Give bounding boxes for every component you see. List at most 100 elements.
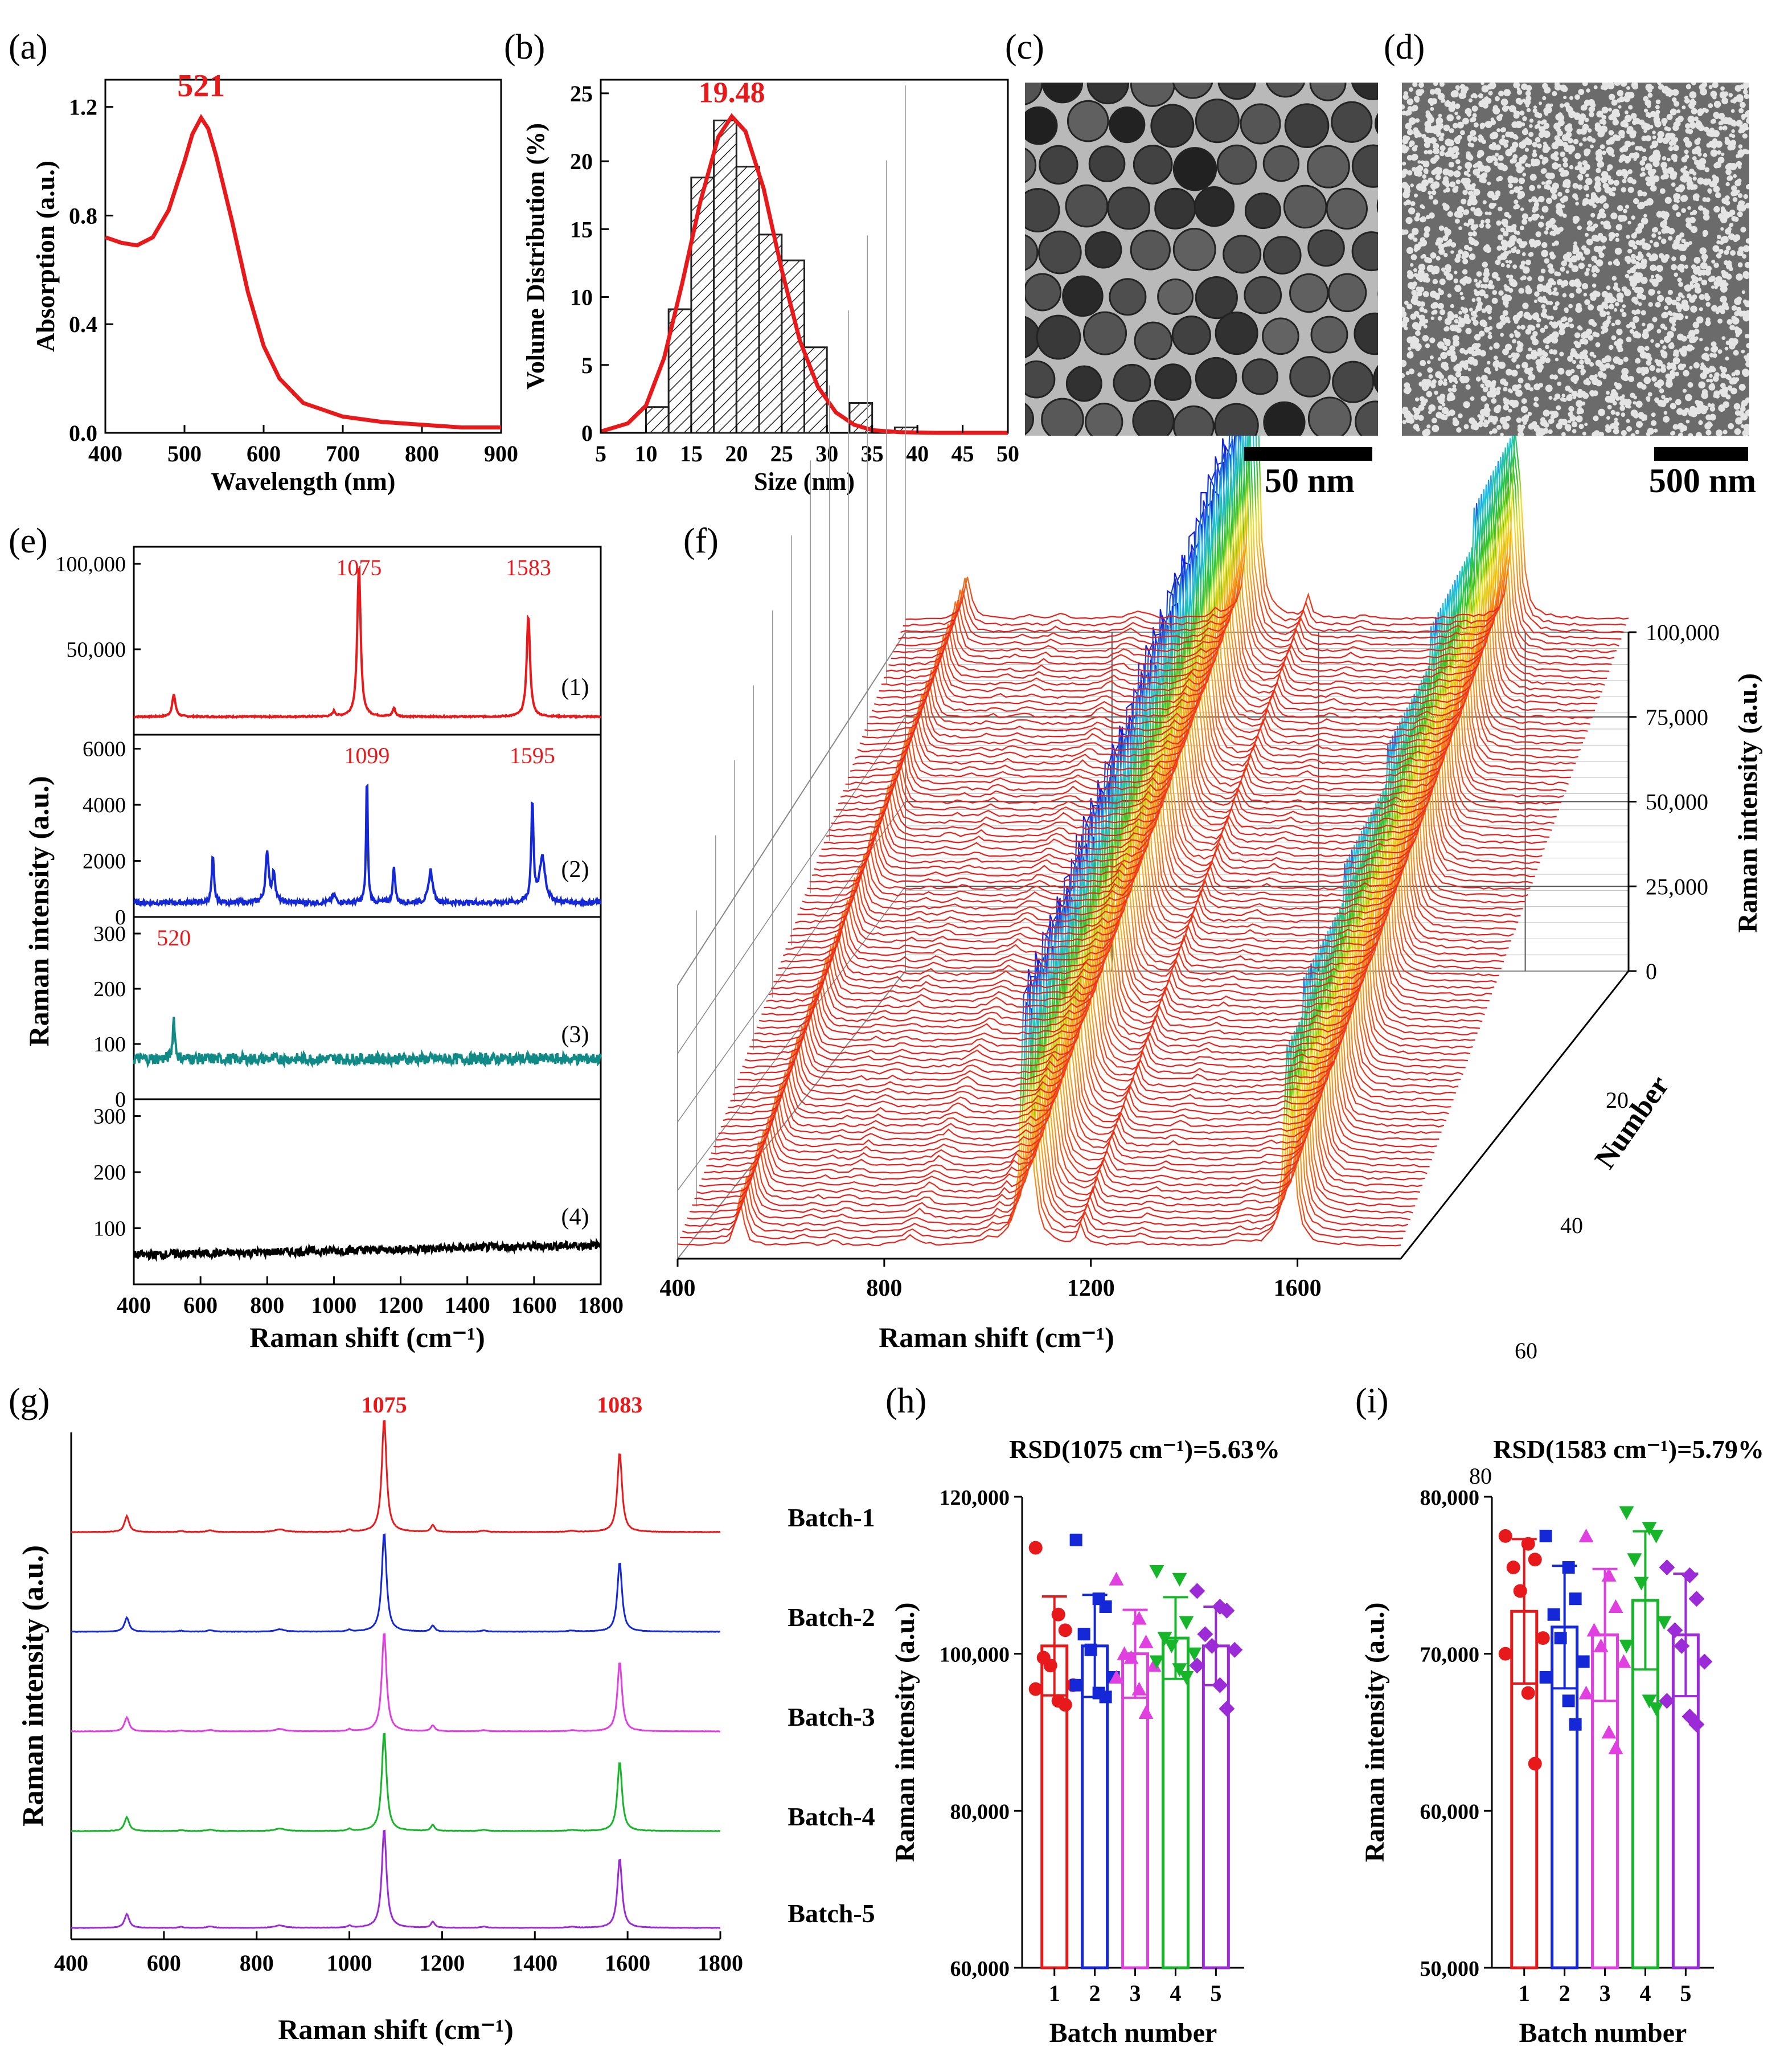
- data-point: [1189, 1583, 1205, 1599]
- sem-particle: [1606, 224, 1611, 230]
- sem-particle: [1541, 160, 1547, 165]
- sem-particle: [1700, 262, 1708, 270]
- sem-particle: [1537, 120, 1541, 125]
- sem-particle: [1684, 284, 1692, 292]
- sem-particle: [1629, 275, 1636, 282]
- floor-edge-f: [1400, 971, 1630, 1259]
- nanoparticle: [1351, 231, 1378, 272]
- waterfall-spectrum: [720, 886, 1445, 1128]
- sem-particle: [1717, 150, 1721, 155]
- sem-particle: [1681, 208, 1687, 213]
- sem-particle: [1578, 424, 1584, 429]
- sem-particle: [1706, 142, 1712, 148]
- sem-particle: [1458, 310, 1463, 315]
- sem-particle: [1538, 222, 1544, 228]
- sem-particle: [1451, 376, 1458, 383]
- waterfall-spectrum: [713, 903, 1437, 1148]
- sem-particle: [1641, 261, 1645, 267]
- sem-particle: [1635, 421, 1643, 428]
- sem-particle: [1641, 167, 1646, 172]
- sem-particle: [1672, 204, 1679, 211]
- sem-particle: [1744, 355, 1748, 359]
- sem-particle: [1412, 281, 1417, 286]
- waterfall-spectrum: [852, 509, 1576, 765]
- batch-spectrum: [71, 1829, 721, 1929]
- sem-particle: [1467, 190, 1474, 196]
- sem-particle: [1496, 220, 1502, 226]
- sem-particle: [1592, 378, 1599, 386]
- sem-particle: [1737, 193, 1743, 198]
- sem-particle: [1410, 201, 1416, 206]
- x-tick-label-b: 5: [595, 441, 606, 466]
- sem-particle: [1733, 237, 1738, 243]
- sem-particle: [1637, 345, 1645, 353]
- sem-particle: [1525, 91, 1531, 96]
- sem-particle: [1629, 132, 1637, 138]
- sem-particle: [1576, 400, 1583, 408]
- sem-particle: [1568, 263, 1574, 268]
- sem-particle: [1541, 304, 1546, 309]
- sem-particle: [1418, 286, 1425, 292]
- sem-particle: [1428, 190, 1432, 195]
- sem-particle: [1743, 194, 1748, 199]
- sem-particle: [1714, 372, 1720, 378]
- sem-particle: [1695, 146, 1701, 151]
- sem-particle: [1480, 219, 1485, 224]
- sem-particle: [1697, 159, 1704, 166]
- sem-particle: [1503, 251, 1509, 257]
- sem-particle: [1711, 341, 1717, 347]
- sem-particle: [1731, 316, 1737, 321]
- waterfall-spectrum: [792, 662, 1516, 931]
- sem-particle: [1491, 195, 1496, 201]
- sem-particle: [1720, 285, 1728, 293]
- sem-particle: [1697, 205, 1704, 211]
- sem-particle: [1572, 429, 1577, 433]
- x-tick-label-a: 600: [247, 441, 281, 466]
- x-tick-label-b: 15: [680, 441, 703, 466]
- sem-particle: [1600, 85, 1606, 90]
- sem-particle: [1467, 218, 1475, 226]
- sem-particle: [1721, 152, 1725, 157]
- nanoparticle: [1262, 236, 1302, 275]
- sem-particle: [1572, 182, 1578, 189]
- peak-label-g: 1083: [597, 1392, 642, 1418]
- sem-particle: [1656, 265, 1663, 272]
- sem-particle: [1738, 246, 1744, 252]
- x-tick-label-i: 2: [1559, 1980, 1570, 2006]
- sem-particle: [1402, 161, 1406, 166]
- sem-particle: [1713, 186, 1720, 193]
- panel-tag-g: (g): [9, 1382, 50, 1420]
- sem-particle: [1402, 94, 1409, 100]
- sem-particle: [1402, 359, 1407, 367]
- sem-particle: [1489, 346, 1493, 350]
- sem-particle: [1443, 189, 1447, 193]
- sem-particle: [1689, 296, 1696, 303]
- sem-particle: [1510, 189, 1515, 194]
- sem-particle: [1684, 264, 1689, 269]
- sem-particle: [1725, 182, 1730, 187]
- sem-particle: [1745, 334, 1749, 339]
- sem-particle: [1574, 340, 1578, 345]
- sem-particle: [1471, 105, 1478, 112]
- sem-particle: [1660, 349, 1665, 354]
- sem-particle: [1488, 202, 1495, 209]
- sem-particle: [1515, 364, 1520, 369]
- sem-particle: [1450, 250, 1454, 254]
- sem-particle: [1585, 268, 1590, 272]
- sem-particle: [1409, 144, 1413, 148]
- sem-particle: [1462, 189, 1468, 195]
- sem-particle: [1692, 268, 1699, 275]
- sem-particle: [1520, 424, 1525, 429]
- sem-particle: [1563, 96, 1567, 100]
- sem-particle: [1537, 427, 1542, 432]
- sem-particle: [1419, 306, 1425, 312]
- sem-particle: [1541, 249, 1548, 257]
- tem-image: [1025, 83, 1378, 436]
- sem-particle: [1521, 219, 1528, 225]
- sem-particle: [1448, 161, 1454, 168]
- sem-particle: [1716, 253, 1722, 259]
- sem-particle: [1637, 193, 1642, 196]
- sem-particle: [1512, 339, 1516, 344]
- sem-particle: [1429, 355, 1434, 360]
- y-axis-title-b: Volume Distribution (%): [522, 123, 549, 390]
